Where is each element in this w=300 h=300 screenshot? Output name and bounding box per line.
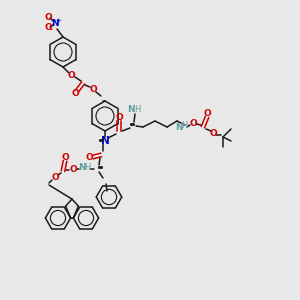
- Text: O: O: [203, 109, 211, 118]
- Text: O: O: [115, 113, 123, 122]
- Text: O: O: [69, 164, 77, 173]
- Text: O: O: [189, 118, 197, 127]
- Text: O: O: [209, 128, 217, 137]
- Text: O: O: [44, 23, 52, 32]
- Text: N: N: [51, 20, 59, 28]
- Text: O: O: [44, 13, 52, 22]
- Text: O: O: [89, 85, 97, 94]
- Text: O: O: [51, 172, 59, 182]
- Text: -: -: [50, 26, 52, 34]
- Text: N: N: [100, 136, 109, 146]
- Text: N: N: [175, 122, 183, 131]
- Text: O: O: [61, 152, 69, 161]
- Text: H: H: [84, 164, 90, 172]
- Text: N: N: [78, 164, 86, 172]
- Text: H: H: [181, 122, 187, 130]
- Text: O: O: [67, 70, 75, 80]
- Text: O: O: [85, 154, 93, 163]
- Text: N: N: [127, 106, 135, 115]
- Text: O: O: [71, 89, 79, 98]
- Text: H: H: [134, 104, 140, 113]
- Text: +: +: [56, 18, 62, 24]
